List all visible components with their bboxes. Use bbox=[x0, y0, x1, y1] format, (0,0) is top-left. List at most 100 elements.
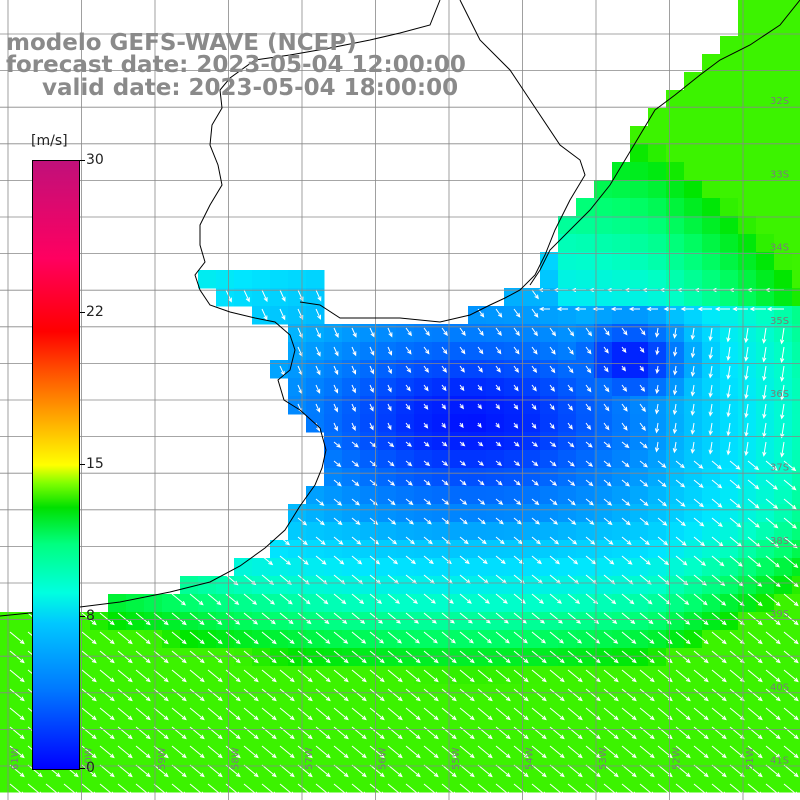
wind-speed-cell bbox=[576, 594, 595, 613]
wind-arrow bbox=[279, 726, 295, 740]
wind-speed-cell bbox=[414, 342, 433, 361]
wind-speed-cell bbox=[342, 648, 361, 667]
wind-speed-cell bbox=[684, 504, 703, 523]
wind-arrow bbox=[690, 422, 696, 435]
wind-arrow bbox=[207, 289, 214, 303]
wind-speed-cell bbox=[378, 756, 397, 775]
wind-arrow bbox=[762, 403, 767, 419]
wind-speed-cell bbox=[558, 396, 577, 415]
wind-speed-cell bbox=[540, 288, 559, 307]
wind-speed-cell bbox=[576, 540, 595, 559]
wind-speed-cell bbox=[594, 396, 613, 415]
wind-arrow bbox=[531, 460, 539, 467]
wind-speed-cell bbox=[630, 594, 649, 613]
wind-speed-cell bbox=[270, 702, 289, 721]
wind-arrow bbox=[333, 650, 349, 664]
wind-arrow bbox=[513, 441, 520, 447]
wind-speed-cell bbox=[180, 648, 199, 667]
wind-speed-cell bbox=[414, 558, 433, 577]
wind-arrow bbox=[675, 650, 691, 664]
wind-arrow bbox=[708, 441, 713, 455]
wind-arrow bbox=[117, 783, 133, 797]
wind-speed-cell bbox=[234, 288, 253, 307]
wind-arrow bbox=[531, 650, 547, 664]
latitude-label: 36S bbox=[770, 389, 789, 400]
longitude-label: 56W bbox=[378, 747, 389, 770]
wind-speed-cell bbox=[666, 306, 685, 325]
wind-speed-cell bbox=[450, 594, 469, 613]
wind-speed-cell bbox=[792, 306, 800, 325]
wind-arrow bbox=[495, 631, 510, 644]
wind-speed-cell bbox=[414, 468, 433, 487]
wind-speed-cell bbox=[378, 486, 397, 505]
wind-speed-cell bbox=[774, 216, 793, 235]
wind-speed-cell bbox=[576, 252, 595, 271]
wind-arrow bbox=[189, 669, 205, 683]
wind-speed-cell bbox=[774, 594, 793, 613]
wind-arrow bbox=[549, 669, 565, 683]
wind-speed-cell bbox=[594, 522, 613, 541]
wind-speed-cell bbox=[576, 360, 595, 379]
wind-arrow bbox=[693, 555, 706, 566]
wind-speed-cell bbox=[612, 558, 631, 577]
wind-speed-cell bbox=[540, 702, 559, 721]
wind-speed-cell bbox=[540, 396, 559, 415]
wind-speed-cell bbox=[468, 558, 487, 577]
wind-speed-cell bbox=[540, 468, 559, 487]
wind-speed-cell bbox=[576, 756, 595, 775]
wind-speed-cell bbox=[792, 774, 800, 793]
wind-speed-cell bbox=[630, 756, 649, 775]
wind-speed-cell bbox=[378, 774, 397, 793]
wind-speed-cell bbox=[666, 648, 685, 667]
wind-arrow bbox=[243, 308, 250, 321]
wind-arrow bbox=[531, 707, 547, 721]
wind-speed-cell bbox=[756, 306, 775, 325]
wind-speed-cell bbox=[666, 558, 685, 577]
wind-speed-cell bbox=[702, 288, 721, 307]
wind-arrow bbox=[333, 441, 342, 448]
wind-arrow bbox=[603, 783, 619, 797]
wind-speed-cell bbox=[630, 504, 649, 523]
wind-speed-cell bbox=[270, 576, 289, 595]
wind-arrow bbox=[747, 555, 762, 568]
wind-speed-cell bbox=[108, 738, 127, 757]
wind-speed-cell bbox=[216, 774, 235, 793]
wind-speed-cell bbox=[774, 180, 793, 199]
wind-speed-cell bbox=[630, 306, 649, 325]
wind-arrow bbox=[639, 460, 648, 468]
wind-speed-cell bbox=[378, 522, 397, 541]
longitude-label: 51W bbox=[745, 747, 756, 770]
wind-speed-cell bbox=[612, 630, 631, 649]
wind-arrow bbox=[369, 650, 385, 664]
wind-arrow bbox=[603, 764, 619, 778]
wind-speed-cell bbox=[756, 180, 775, 199]
wind-speed-cell bbox=[720, 558, 739, 577]
wind-arrow bbox=[369, 422, 374, 431]
wind-arrow bbox=[261, 707, 277, 721]
wind-speed-cell bbox=[486, 432, 505, 451]
wind-speed-cell bbox=[342, 360, 361, 379]
wind-arrow bbox=[135, 764, 151, 778]
wind-speed-cell bbox=[720, 54, 739, 73]
wind-speed-cell bbox=[684, 414, 703, 433]
wind-speed-cell bbox=[576, 378, 595, 397]
wind-speed-cell bbox=[522, 432, 541, 451]
wind-arrow bbox=[639, 726, 655, 740]
wind-arrow bbox=[729, 498, 742, 509]
wind-arrow bbox=[459, 460, 466, 466]
wind-arrow bbox=[675, 707, 691, 721]
wind-arrow bbox=[261, 289, 268, 303]
wind-speed-cell bbox=[540, 324, 559, 343]
wind-arrow bbox=[621, 460, 630, 468]
wind-speed-cell bbox=[432, 522, 451, 541]
wind-speed-cell bbox=[324, 486, 343, 505]
wind-arrow bbox=[315, 346, 321, 357]
wind-arrow bbox=[639, 441, 648, 449]
wind-speed-cell bbox=[108, 774, 127, 793]
wind-speed-cell bbox=[702, 648, 721, 667]
wind-arrow bbox=[477, 612, 491, 624]
wind-speed-cell bbox=[360, 522, 379, 541]
wind-arrow bbox=[153, 612, 169, 626]
wind-arrow bbox=[531, 365, 538, 374]
wind-speed-cell bbox=[0, 684, 19, 703]
